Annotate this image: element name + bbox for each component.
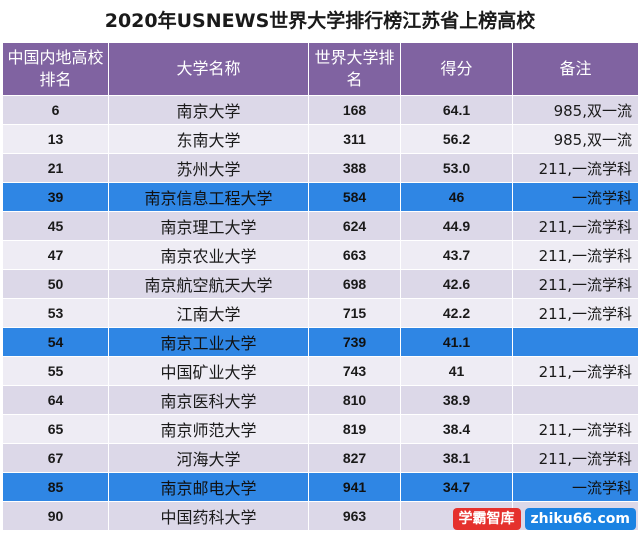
table-row: 85 南京邮电大学 941 34.7 一流学科 bbox=[2, 472, 639, 502]
university-name-cell: 河海大学 bbox=[108, 443, 309, 473]
domestic-rank-cell: 50 bbox=[2, 269, 109, 299]
world-rank-cell: 963 bbox=[308, 501, 401, 531]
domestic-rank-cell: 67 bbox=[2, 443, 109, 473]
table-row: 65 南京师范大学 819 38.4 211,一流学科 bbox=[2, 414, 639, 444]
university-name-cell: 中国药科大学 bbox=[108, 501, 309, 531]
world-rank-cell: 941 bbox=[308, 472, 401, 502]
university-name-cell: 南京信息工程大学 bbox=[108, 182, 309, 212]
note-cell bbox=[512, 327, 639, 357]
header-note: 备注 bbox=[512, 42, 639, 96]
world-rank-cell: 624 bbox=[308, 211, 401, 241]
table-row: 64 南京医科大学 810 38.9 bbox=[2, 385, 639, 415]
world-rank-cell: 715 bbox=[308, 298, 401, 328]
table-row: 50 南京航空航天大学 698 42.6 211,一流学科 bbox=[2, 269, 639, 299]
score-cell: 38.9 bbox=[400, 385, 513, 415]
table-row: 54 南京工业大学 739 41.1 bbox=[2, 327, 639, 357]
note-cell: 211,一流学科 bbox=[512, 443, 639, 473]
score-cell: 53.0 bbox=[400, 153, 513, 183]
table-row: 45 南京理工大学 624 44.9 211,一流学科 bbox=[2, 211, 639, 241]
header-university-name: 大学名称 bbox=[108, 42, 309, 96]
domestic-rank-cell: 90 bbox=[2, 501, 109, 531]
ranking-table: 中国内地高校排名 大学名称 世界大学排名 得分 备注 6 南京大学 168 64.1 9… bbox=[2, 42, 639, 531]
score-cell: 41.1 bbox=[400, 327, 513, 357]
header-world-rank: 世界大学排名 bbox=[308, 42, 401, 96]
note-cell: 211,一流学科 bbox=[512, 153, 639, 183]
world-rank-cell: 168 bbox=[308, 95, 401, 125]
table-row: 39 南京信息工程大学 584 46 一流学科 bbox=[2, 182, 639, 212]
domestic-rank-cell: 39 bbox=[2, 182, 109, 212]
table-header-row: 中国内地高校排名 大学名称 世界大学排名 得分 备注 bbox=[2, 42, 639, 96]
score-cell: 56.2 bbox=[400, 124, 513, 154]
world-rank-cell: 739 bbox=[308, 327, 401, 357]
note-cell: 985,双一流 bbox=[512, 95, 639, 125]
university-name-cell: 南京邮电大学 bbox=[108, 472, 309, 502]
watermark-logo: 学霸智库 bbox=[452, 508, 521, 530]
table-row: 13 东南大学 311 56.2 985,双一流 bbox=[2, 124, 639, 154]
table-row: 21 苏州大学 388 53.0 211,一流学科 bbox=[2, 153, 639, 183]
note-cell: 211,一流学科 bbox=[512, 356, 639, 386]
note-cell: 一流学科 bbox=[512, 472, 639, 502]
note-cell: 211,一流学科 bbox=[512, 240, 639, 270]
world-rank-cell: 388 bbox=[308, 153, 401, 183]
page-title: 2020年USNEWS世界大学排行榜江苏省上榜高校 bbox=[104, 10, 536, 32]
domestic-rank-cell: 13 bbox=[2, 124, 109, 154]
header-domestic-rank: 中国内地高校排名 bbox=[2, 42, 109, 96]
score-cell: 42.2 bbox=[400, 298, 513, 328]
score-cell: 46 bbox=[400, 182, 513, 212]
university-name-cell: 南京师范大学 bbox=[108, 414, 309, 444]
score-cell: 43.7 bbox=[400, 240, 513, 270]
domestic-rank-cell: 21 bbox=[2, 153, 109, 183]
domestic-rank-cell: 45 bbox=[2, 211, 109, 241]
note-cell: 211,一流学科 bbox=[512, 414, 639, 444]
table-row: 67 河海大学 827 38.1 211,一流学科 bbox=[2, 443, 639, 473]
note-cell: 211,一流学科 bbox=[512, 269, 639, 299]
university-name-cell: 南京大学 bbox=[108, 95, 309, 125]
domestic-rank-cell: 65 bbox=[2, 414, 109, 444]
header-score: 得分 bbox=[400, 42, 513, 96]
watermark-url: zhiku66.com bbox=[524, 508, 636, 530]
note-cell: 985,双一流 bbox=[512, 124, 639, 154]
domestic-rank-cell: 53 bbox=[2, 298, 109, 328]
university-name-cell: 南京航空航天大学 bbox=[108, 269, 309, 299]
world-rank-cell: 827 bbox=[308, 443, 401, 473]
score-cell: 38.4 bbox=[400, 414, 513, 444]
score-cell: 38.1 bbox=[400, 443, 513, 473]
note-cell: 211,一流学科 bbox=[512, 211, 639, 241]
score-cell: 41 bbox=[400, 356, 513, 386]
university-name-cell: 中国矿业大学 bbox=[108, 356, 309, 386]
note-cell: 一流学科 bbox=[512, 182, 639, 212]
world-rank-cell: 663 bbox=[308, 240, 401, 270]
university-name-cell: 南京医科大学 bbox=[108, 385, 309, 415]
domestic-rank-cell: 64 bbox=[2, 385, 109, 415]
watermark: 学霸智库 zhiku66.com bbox=[452, 507, 636, 531]
domestic-rank-cell: 85 bbox=[2, 472, 109, 502]
table-row: 55 中国矿业大学 743 41 211,一流学科 bbox=[2, 356, 639, 386]
world-rank-cell: 698 bbox=[308, 269, 401, 299]
table-row: 90 中国药科大学 963 bbox=[2, 501, 639, 531]
domestic-rank-cell: 47 bbox=[2, 240, 109, 270]
table-row: 47 南京农业大学 663 43.7 211,一流学科 bbox=[2, 240, 639, 270]
world-rank-cell: 584 bbox=[308, 182, 401, 212]
score-cell: 44.9 bbox=[400, 211, 513, 241]
world-rank-cell: 743 bbox=[308, 356, 401, 386]
university-name-cell: 南京农业大学 bbox=[108, 240, 309, 270]
university-name-cell: 南京理工大学 bbox=[108, 211, 309, 241]
world-rank-cell: 311 bbox=[308, 124, 401, 154]
score-cell: 42.6 bbox=[400, 269, 513, 299]
university-name-cell: 东南大学 bbox=[108, 124, 309, 154]
world-rank-cell: 819 bbox=[308, 414, 401, 444]
table-row: 6 南京大学 168 64.1 985,双一流 bbox=[2, 95, 639, 125]
university-name-cell: 苏州大学 bbox=[108, 153, 309, 183]
domestic-rank-cell: 6 bbox=[2, 95, 109, 125]
score-cell: 64.1 bbox=[400, 95, 513, 125]
note-cell: 211,一流学科 bbox=[512, 298, 639, 328]
university-name-cell: 南京工业大学 bbox=[108, 327, 309, 357]
note-cell bbox=[512, 385, 639, 415]
domestic-rank-cell: 55 bbox=[2, 356, 109, 386]
table-row: 53 江南大学 715 42.2 211,一流学科 bbox=[2, 298, 639, 328]
university-name-cell: 江南大学 bbox=[108, 298, 309, 328]
world-rank-cell: 810 bbox=[308, 385, 401, 415]
domestic-rank-cell: 54 bbox=[2, 327, 109, 357]
score-cell: 34.7 bbox=[400, 472, 513, 502]
